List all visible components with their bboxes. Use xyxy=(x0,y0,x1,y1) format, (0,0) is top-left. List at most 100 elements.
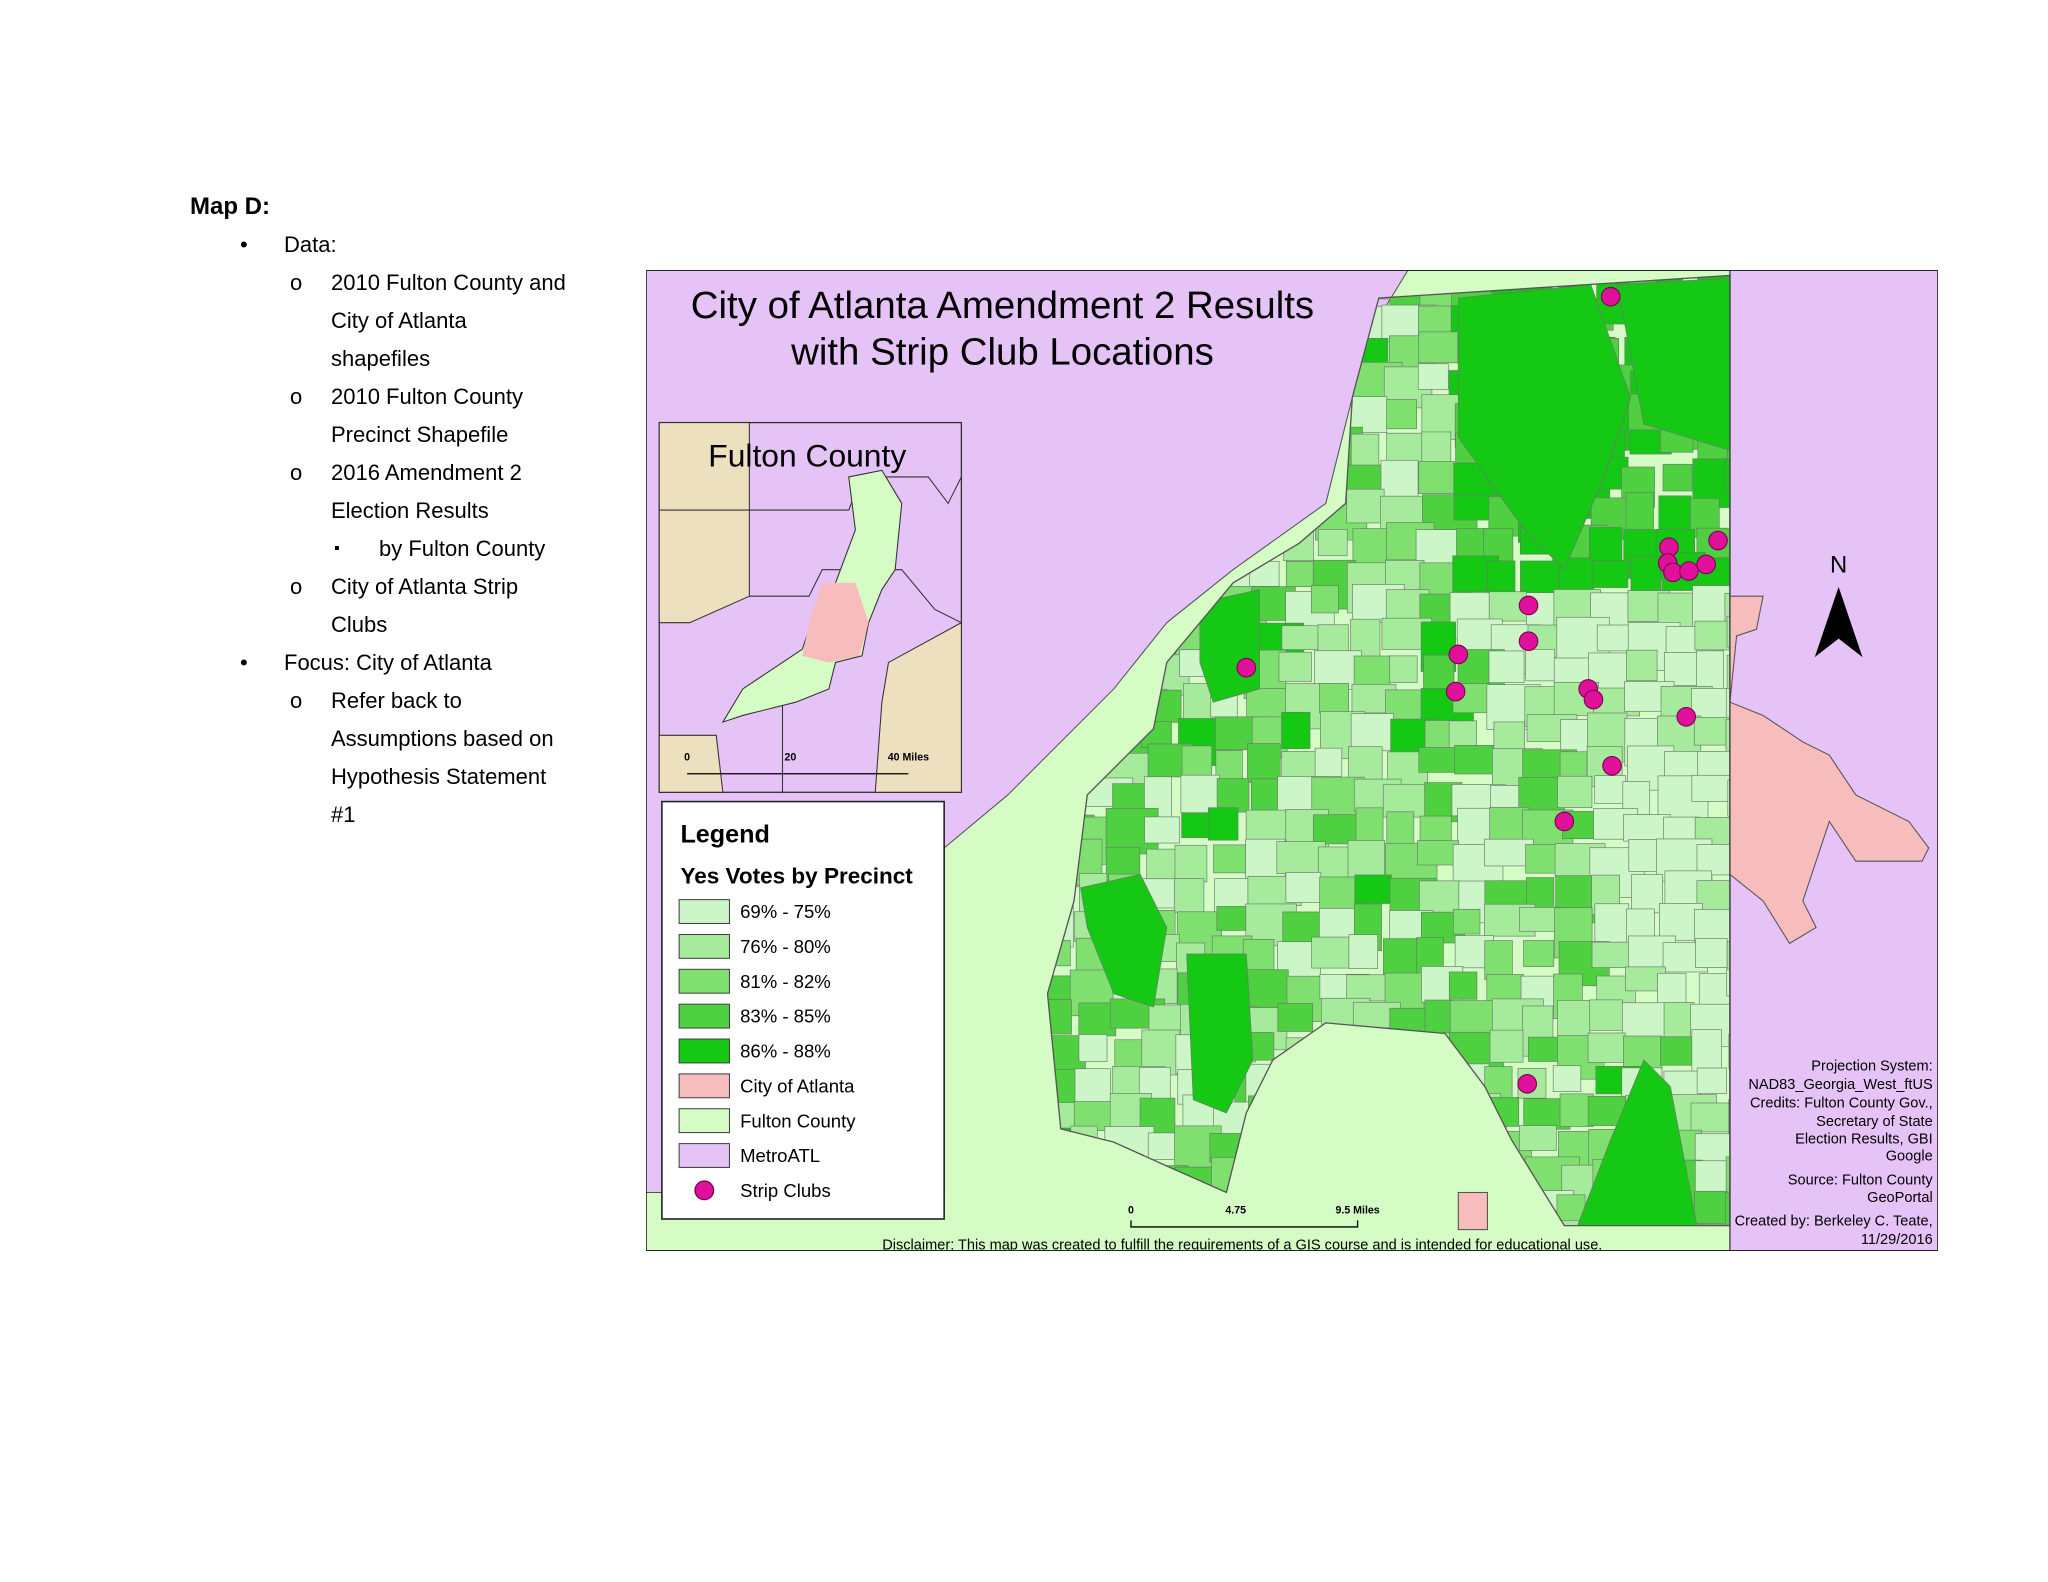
inset-atlanta xyxy=(802,582,869,663)
precinct xyxy=(1314,747,1343,777)
precinct xyxy=(1591,560,1629,588)
list-text: Focus: City of Atlanta xyxy=(284,650,492,675)
precinct xyxy=(1616,277,1730,451)
precinct xyxy=(1173,878,1205,913)
bullet: • xyxy=(240,650,248,675)
precinct xyxy=(1724,1192,1730,1226)
bullet: o xyxy=(290,270,303,295)
precinct xyxy=(1454,744,1495,775)
precinct xyxy=(1631,874,1663,914)
inset-county xyxy=(658,509,750,624)
precinct xyxy=(1589,999,1623,1031)
list-item: o 2010 Fulton County Precinct Shapefile xyxy=(190,378,571,454)
precinct xyxy=(1523,940,1555,967)
precinct xyxy=(1724,458,1730,492)
legend-swatch xyxy=(678,1038,731,1064)
precinct xyxy=(1488,650,1525,683)
legend-swatch xyxy=(678,1108,731,1134)
map-title: City of Atlanta Amendment 2 Results xyxy=(691,284,1314,327)
precinct xyxy=(1694,1133,1730,1164)
precinct xyxy=(1319,683,1349,714)
legend-title: Legend xyxy=(680,821,769,849)
precinct xyxy=(1457,284,1631,571)
precinct xyxy=(1174,844,1208,883)
precinct xyxy=(1727,432,1730,475)
strip-club xyxy=(1676,706,1697,727)
strip-club xyxy=(1602,755,1622,776)
list-item: • Focus: City of Atlanta xyxy=(190,644,614,682)
precinct xyxy=(1448,971,1478,1000)
legend-label: City of Atlanta xyxy=(740,1075,855,1096)
precinct xyxy=(1417,840,1459,866)
precinct xyxy=(1347,840,1386,880)
precinct xyxy=(1484,838,1534,867)
precinct xyxy=(1348,934,1379,969)
list-text: Data: xyxy=(284,232,337,257)
legend-label: 83% - 85% xyxy=(740,1006,831,1027)
legend-swatch xyxy=(678,1073,731,1099)
precinct xyxy=(1453,908,1481,935)
precinct xyxy=(1421,431,1452,464)
credit-line: NAD83_Georgia_West_ftUS xyxy=(1748,1077,1933,1093)
list-text: by Fulton County xyxy=(379,536,546,561)
credits: Projection System: NAD83_Georgia_West_ftU… xyxy=(1735,1059,1934,1249)
strip-club xyxy=(1445,681,1466,702)
bullet: ▪ xyxy=(334,540,340,557)
inset-title: Fulton County xyxy=(708,437,906,473)
inset-county xyxy=(874,621,962,793)
list-item: o 2010 Fulton County and City of Atlanta … xyxy=(190,264,571,378)
legend-label: MetroATL xyxy=(740,1145,820,1166)
precinct-outline xyxy=(1046,274,1731,1227)
bullet: o xyxy=(290,688,303,713)
list-item: o Refer back to Assumptions based on Hypo… xyxy=(190,682,571,834)
credit-line: GeoPortal xyxy=(1867,1190,1933,1206)
heading: Map D: xyxy=(190,193,270,220)
precinct xyxy=(1484,940,1513,980)
credit-line: Secretary of State xyxy=(1816,1114,1933,1130)
scale-label: 9.5 Miles xyxy=(1336,1205,1380,1217)
north-label: N xyxy=(1830,551,1847,578)
precinct xyxy=(1389,655,1418,683)
precinct xyxy=(1727,779,1730,817)
inset-map: Fulton County 0 20 40 Miles xyxy=(658,421,963,793)
inset-scale-label: 40 Miles xyxy=(888,752,929,764)
precinct xyxy=(1726,654,1730,701)
precinct xyxy=(1663,652,1699,686)
precinct xyxy=(1557,775,1593,808)
precinct xyxy=(1417,363,1449,390)
disclaimer: Disclaimer: This map was created to fulf… xyxy=(882,1237,1602,1251)
legend-label: 69% - 75% xyxy=(740,901,831,922)
legend-subtitle: Yes Votes by Precinct xyxy=(680,864,913,889)
precinct xyxy=(1080,874,1168,1008)
precinct xyxy=(1314,650,1362,690)
precinct xyxy=(1726,615,1730,648)
strip-club xyxy=(1554,811,1575,832)
precinct xyxy=(1311,936,1350,969)
city-of-atlanta xyxy=(1457,1191,1488,1231)
precinct xyxy=(1278,651,1312,682)
precinct xyxy=(1576,1059,1698,1226)
strip-club xyxy=(1583,689,1604,710)
precinct xyxy=(1418,461,1457,495)
precinct xyxy=(1281,711,1311,749)
list-text: Refer back to Assumptions based on Hypot… xyxy=(331,688,554,827)
precinct xyxy=(1180,774,1221,814)
precinct xyxy=(1346,488,1385,524)
list-item: o 2016 Amendment 2 Election Results xyxy=(190,454,571,530)
precinct xyxy=(1216,778,1250,813)
city-of-atlanta xyxy=(1729,595,1930,945)
precinct xyxy=(1181,745,1213,779)
inset-county xyxy=(658,734,724,793)
legend-symbol xyxy=(694,1180,715,1201)
strip-clubs xyxy=(1236,286,1728,1094)
strip-club xyxy=(1600,286,1621,307)
bullet: o xyxy=(290,574,303,599)
map-title: with Strip Club Locations xyxy=(790,330,1214,373)
precinct xyxy=(1207,807,1239,841)
credit-line: Created by: Berkeley C. Teate, xyxy=(1735,1214,1933,1230)
credit-line: Credits: Fulton County Gov., xyxy=(1750,1096,1933,1112)
precinct xyxy=(1725,1156,1730,1208)
document-text: Map D: • Data: o 2010 Fulton County and Cit… xyxy=(190,188,619,834)
precinct xyxy=(1285,872,1322,903)
precinct xyxy=(1725,718,1730,758)
